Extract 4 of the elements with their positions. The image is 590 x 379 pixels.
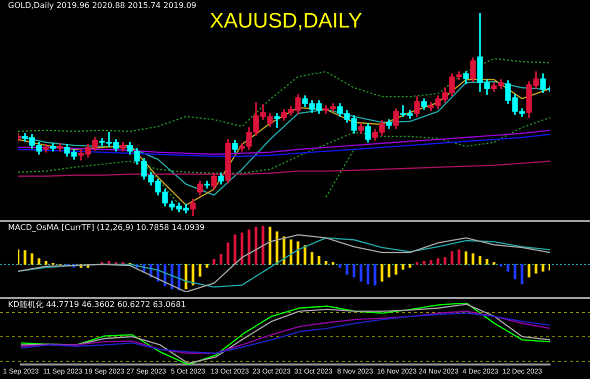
- annotation: KD随机化 44.7719 46.3602 60.6272 63.0681: [8, 300, 186, 310]
- chart-title: XAUUSD,DAILY: [210, 9, 362, 32]
- text: GOLD,Daily 2019.96 2020.88 2015.74 2019.09: [8, 1, 196, 10]
- annotation: MACD_OsMA [CurrTF] (12,26,9) 10.7858 14.0939: [8, 223, 205, 232]
